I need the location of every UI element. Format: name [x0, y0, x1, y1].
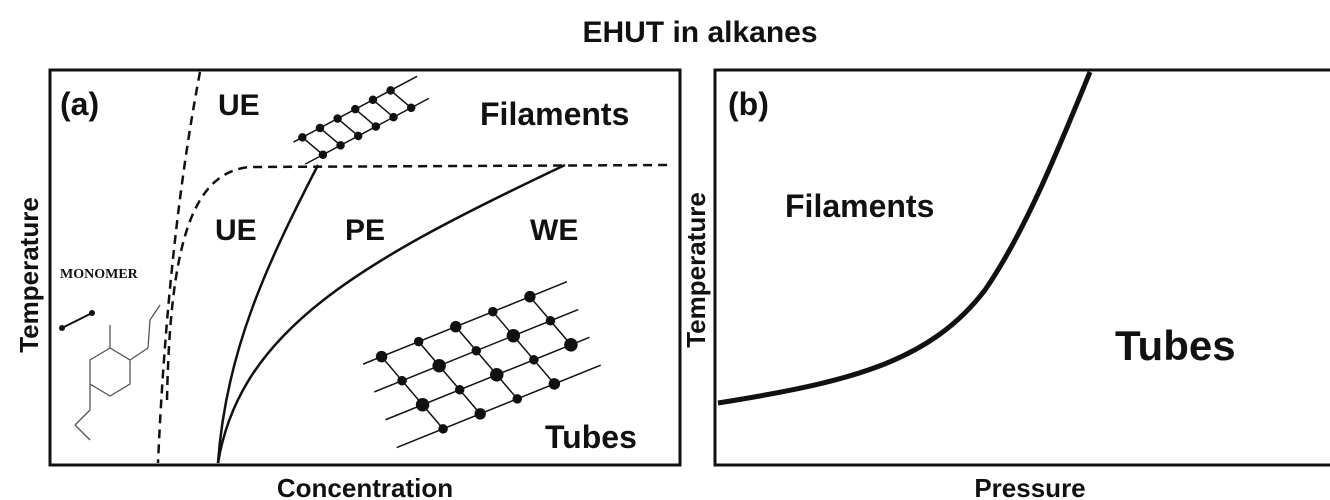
y-axis-label: Temperature	[14, 197, 44, 353]
panel-b	[713, 68, 1330, 467]
boundary-solid	[216, 164, 320, 464]
boundary-solid	[717, 71, 1093, 406]
panel-a	[48, 68, 682, 467]
tube-icon	[362, 281, 602, 449]
region-label: Tubes	[545, 419, 637, 455]
boundary-dashed	[156, 71, 202, 464]
region-label: Filaments	[480, 96, 629, 132]
panel-label: (b)	[728, 86, 769, 122]
panel-frame	[713, 68, 1330, 467]
y-axis-label: Temperature	[681, 192, 711, 348]
region-label: UE	[218, 89, 260, 122]
boundary-dashed	[165, 163, 671, 401]
panel-frame	[48, 68, 682, 467]
region-label: Filaments	[785, 188, 934, 224]
region-label: WE	[530, 214, 578, 247]
region-label: PE	[345, 214, 385, 247]
x-axis-label: Pressure	[974, 473, 1085, 500]
filament-icon	[293, 75, 430, 165]
monomer-sketch	[59, 304, 161, 441]
x-axis-label: Concentration	[277, 473, 453, 500]
inset-label: MONOMER	[60, 267, 139, 282]
figure-title: EHUT in alkanes	[582, 16, 817, 49]
panel-label: (a)	[60, 86, 99, 122]
region-label: Tubes	[1115, 322, 1236, 369]
boundary-solid	[216, 163, 566, 464]
region-label: UE	[215, 214, 257, 247]
